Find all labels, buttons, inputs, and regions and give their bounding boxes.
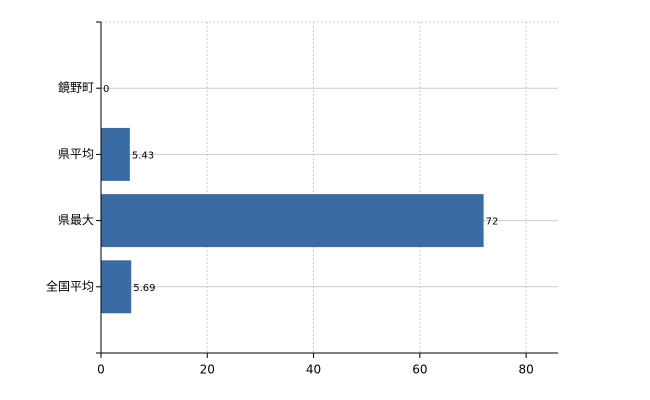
y-tick-label: 鏡野町 — [58, 80, 94, 95]
value-label: 72 — [486, 217, 499, 228]
y-tick-label: 県平均 — [58, 147, 94, 161]
x-tick-label: 80 — [518, 363, 533, 377]
x-tick-label: 20 — [200, 363, 215, 377]
bar — [101, 260, 132, 314]
bar — [101, 194, 484, 248]
x-tick-label: 40 — [306, 363, 321, 377]
y-tick-label: 県最大 — [58, 213, 94, 227]
x-tick-label: 60 — [412, 363, 427, 377]
x-tick-label: 0 — [97, 363, 105, 377]
value-label: 5.69 — [133, 283, 155, 294]
bar — [101, 127, 130, 181]
y-tick-label: 全国平均 — [46, 278, 94, 293]
value-label: 0 — [103, 84, 109, 95]
value-label: 5.43 — [132, 150, 154, 161]
